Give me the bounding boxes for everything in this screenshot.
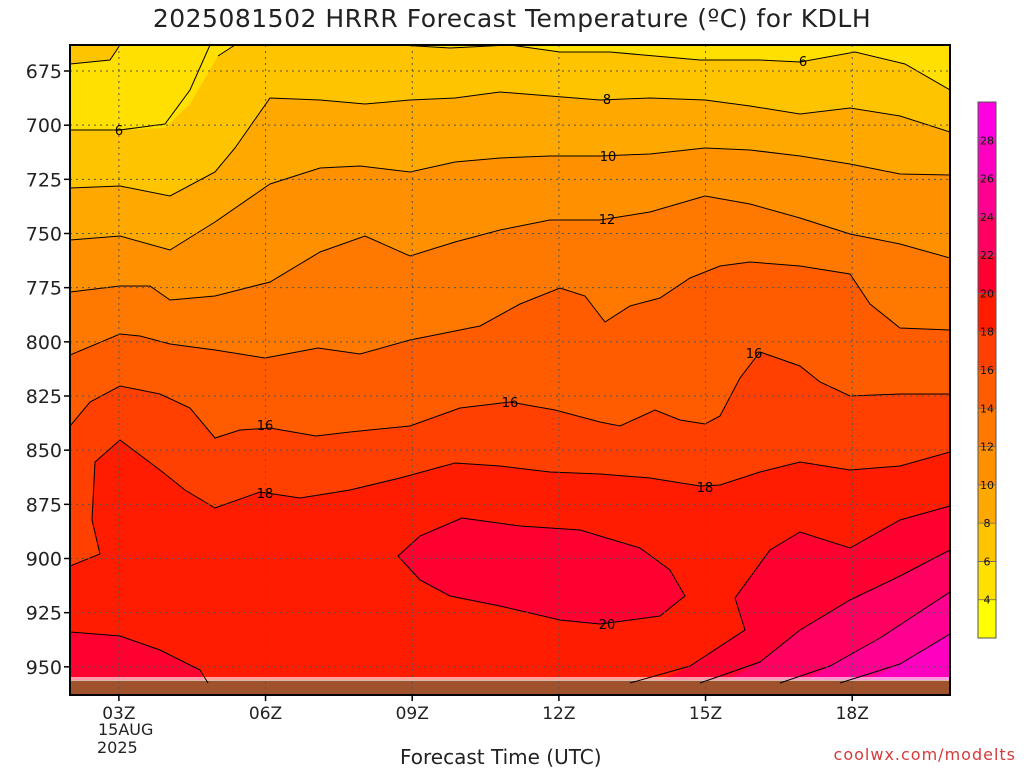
contour-label: 16 <box>502 396 519 411</box>
contour-14 <box>70 261 950 359</box>
contour-label: 8 <box>603 93 611 108</box>
contour-20-bl <box>70 631 209 684</box>
colorbar-segment <box>978 370 996 409</box>
colorbar-tick-label: 14 <box>980 402 994 415</box>
contour-16 <box>70 351 950 439</box>
contour-label: 16 <box>257 419 274 434</box>
x-date-year-label: 2025 <box>97 738 138 757</box>
y-tick-label: 925 <box>26 603 62 625</box>
x-date-day-label: 15AUG <box>98 720 154 739</box>
contour-22-br <box>699 549 950 684</box>
chart-title: 2025081502 HRRR Forecast Temperature (ºC… <box>152 4 872 33</box>
contour-label: 16 <box>746 347 763 362</box>
colorbar-tick-label: 8 <box>984 517 991 530</box>
x-tick-label: 15Z <box>689 704 722 724</box>
colorbar-segment <box>978 140 996 180</box>
contour-label: 6 <box>799 55 807 70</box>
contour-label: 10 <box>600 150 617 165</box>
y-tick-label: 850 <box>26 440 62 462</box>
colorbar-segment <box>978 102 996 141</box>
colorbar-segment <box>978 216 996 256</box>
y-tick-label: 725 <box>26 169 62 191</box>
ground-edge <box>70 677 950 681</box>
colorbar-segment <box>978 331 996 371</box>
colorbar-tick-label: 24 <box>980 211 994 224</box>
contour-24-br <box>779 591 950 684</box>
contour-label: 12 <box>599 213 616 228</box>
fill-6-8 <box>70 45 950 196</box>
colorbar-segment <box>978 446 996 486</box>
colorbar-tick-label: 4 <box>984 594 991 607</box>
contour-label: 6 <box>115 124 123 139</box>
ground <box>70 680 950 695</box>
contour-6b <box>70 45 211 131</box>
watermark: coolwx.com/modelts <box>833 745 1016 764</box>
y-tick-label: 675 <box>26 61 62 83</box>
plot-frame <box>69 44 951 696</box>
x-tick-label: 12Z <box>542 704 575 724</box>
y-axis: 675 700 725 750 775 800 825 850 875 900 925 950 <box>26 61 70 679</box>
colorbar-segment <box>978 599 996 639</box>
contour-lines <box>70 45 950 684</box>
contour-8 <box>70 91 950 197</box>
x-tick-label: 06Z <box>249 704 282 724</box>
y-tick-label: 800 <box>26 332 62 354</box>
colorbar-tick-label: 12 <box>980 441 994 454</box>
y-tick-label: 900 <box>26 549 62 571</box>
contour-20-br <box>629 505 950 684</box>
y-tick-label: 750 <box>26 224 62 246</box>
x-tick-label: 09Z <box>396 704 429 724</box>
contour-6 <box>70 45 950 91</box>
x-axis: 03Z 06Z 09Z 12Z 15Z 18Z <box>102 695 869 724</box>
colorbar-tick-label: 22 <box>980 249 994 262</box>
colorbar-segment <box>978 408 996 448</box>
colorbar-tick-label: 18 <box>980 326 994 339</box>
fill-20-22-blob <box>398 518 685 624</box>
contour-label: 20 <box>599 618 616 633</box>
colorbar-tick-label: 6 <box>984 555 991 568</box>
colorbar-tick-label: 16 <box>980 364 994 377</box>
fill-4-6-corner <box>70 45 210 130</box>
x-tick-label: 03Z <box>102 704 135 724</box>
contour-18 <box>70 439 950 567</box>
y-tick-label: 875 <box>26 494 62 516</box>
colorbar-tick-label: 28 <box>980 134 994 147</box>
colorbar-tick-label: 20 <box>980 287 994 300</box>
colorbar-tick-label: 10 <box>980 479 994 492</box>
contour-20-blob <box>397 517 686 625</box>
colorbar-segment <box>978 178 996 218</box>
grid <box>70 45 950 695</box>
y-tick-label: 700 <box>26 115 62 137</box>
contour-26-br <box>839 633 950 684</box>
contour-label: 18 <box>697 481 714 496</box>
colorbar-segment <box>978 561 996 601</box>
colorbar-segment <box>978 523 996 562</box>
colorbar-segment <box>978 293 996 333</box>
x-axis-label: Forecast Time (UTC) <box>400 745 602 769</box>
contour-12 <box>70 195 950 301</box>
colorbar: 4 6 8 10 12 14 16 18 20 22 24 26 28 <box>977 101 997 639</box>
colorbar-tick-label: 26 <box>980 173 994 186</box>
contour-10 <box>70 147 950 251</box>
colorbar-segment <box>978 484 996 524</box>
contour-fills <box>70 45 950 695</box>
y-tick-label: 950 <box>26 657 62 679</box>
contour-label: 18 <box>257 487 274 502</box>
contour-label-group: 6 6 8 10 12 16 16 16 18 18 20 <box>115 55 807 633</box>
x-tick-label: 18Z <box>836 704 869 724</box>
colorbar-segment <box>978 255 996 294</box>
y-tick-label: 825 <box>26 386 62 408</box>
y-tick-label: 775 <box>26 278 62 300</box>
